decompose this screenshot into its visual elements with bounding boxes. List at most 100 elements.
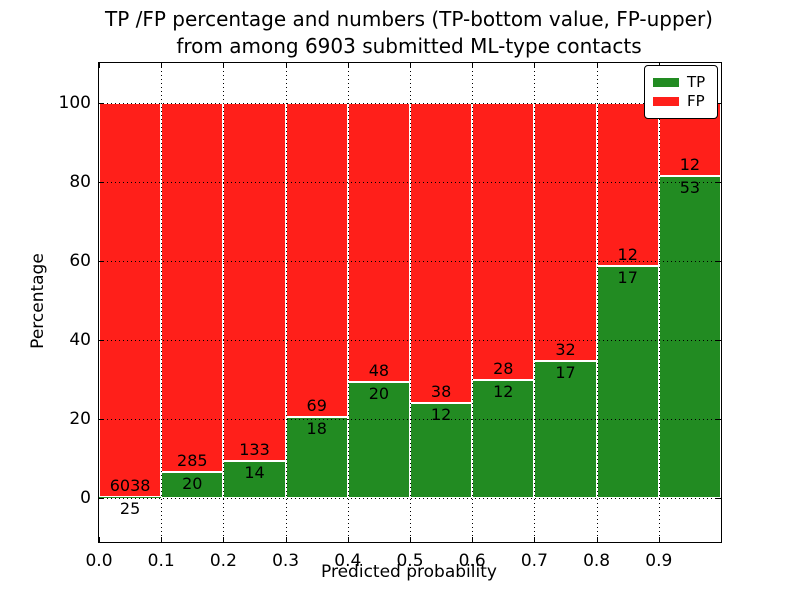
tp-count-label-6: 12: [493, 381, 514, 401]
x-tick-bottom-1: [721, 537, 722, 542]
x-tick-top-0.6: [472, 63, 474, 68]
gridline-x-0.2: [223, 63, 225, 542]
y-tick-left-80: [99, 181, 104, 183]
tp-count-label-8: 17: [617, 268, 638, 288]
x-tick-top-0.8: [596, 63, 598, 68]
tp-count-label-9: 53: [679, 177, 701, 197]
tp-count-label-3: 18: [306, 418, 327, 438]
x-tick-top-0.3: [285, 63, 287, 68]
y-tick-label-100: 100: [58, 92, 91, 113]
chart-title-line2: from among 6903 submitted ML-type contac…: [176, 34, 642, 58]
fp-count-label-0: 6038: [109, 475, 151, 495]
chart-title: TP /FP percentage and numbers (TP-bottom…: [98, 6, 720, 60]
x-tick-top-0: [99, 63, 100, 68]
y-tick-right-40: [716, 340, 721, 342]
gridline-x-0.3: [285, 63, 287, 542]
fp-count-label-9: 12: [679, 154, 701, 174]
fp-count-label-7: 32: [555, 340, 576, 360]
bar-segment-fp-5: [410, 102, 473, 404]
legend-item-tp: TP: [653, 74, 709, 91]
x-tick-top-0.4: [347, 63, 349, 68]
x-tick-bottom-0.4: [347, 537, 349, 542]
fp-count-label-3: 69: [306, 395, 327, 415]
legend-label-fp: FP: [687, 92, 705, 110]
y-tick-left-0: [99, 498, 104, 500]
y-tick-label-0: 0: [80, 488, 91, 509]
x-tick-label-0.2: 0.2: [209, 551, 237, 571]
legend-label-tp: TP: [687, 73, 706, 91]
bar-segment-tp-2: [223, 460, 286, 499]
gridline-x-0.1: [161, 63, 163, 542]
y-tick-right-0: [716, 498, 721, 500]
fp-count-label-8: 12: [617, 245, 638, 265]
y-tick-left-20: [99, 419, 104, 421]
legend-item-fp: FP: [653, 93, 709, 110]
gridline-x-0.4: [347, 63, 349, 542]
bar-segment-tp-3: [285, 416, 348, 499]
x-tick-top-0.2: [223, 63, 225, 68]
bar-segment-tp-9: [658, 175, 721, 499]
tp-count-label-1: 20: [182, 474, 203, 494]
bar-segment-fp-3: [285, 102, 348, 417]
x-tick-label-0.4: 0.4: [334, 551, 362, 571]
x-tick-bottom-0: [99, 537, 100, 542]
chart-title-line1: TP /FP percentage and numbers (TP-bottom…: [105, 7, 713, 31]
gridline-x-0.5: [410, 63, 411, 542]
x-tick-label-0.7: 0.7: [520, 551, 548, 571]
y-tick-label-60: 60: [69, 250, 91, 271]
bar-segment-tp-8: [596, 266, 659, 499]
y-tick-right-60: [716, 260, 721, 262]
x-tick-bottom-0.5: [410, 537, 411, 542]
x-tick-top-0.5: [410, 63, 411, 68]
tp-count-label-5: 12: [430, 405, 452, 425]
fp-count-label-4: 48: [368, 361, 390, 381]
tp-count-label-2: 14: [244, 462, 265, 482]
legend: TP FP: [644, 65, 718, 119]
x-tick-bottom-0.8: [596, 537, 598, 542]
tp-count-label-7: 17: [555, 363, 576, 383]
fp-count-label-5: 38: [430, 382, 452, 402]
y-tick-left-40: [99, 340, 104, 342]
bar-segment-tp-0: [99, 496, 162, 499]
x-tick-label-0.5: 0.5: [396, 551, 424, 571]
bar-segment-fp-1: [161, 102, 224, 473]
plot-area: 6038 25 285 20 133 14 69 18 48 20 38 12 28 12 32 17 12 17…: [59, 62, 722, 571]
x-tick-label-0.0: 0.0: [85, 551, 113, 571]
x-tick-top-0.7: [534, 63, 536, 68]
y-tick-right-20: [716, 419, 721, 421]
y-tick-label-80: 80: [69, 171, 91, 192]
y-tick-left-100: [99, 102, 104, 104]
bar-segment-fp-6: [472, 102, 535, 380]
x-tick-label-0.1: 0.1: [147, 551, 175, 571]
x-tick-top-1: [721, 63, 722, 68]
fp-count-label-6: 28: [493, 358, 514, 378]
gridline-x-0.7: [534, 63, 536, 542]
gridline-x-0.9: [658, 63, 660, 542]
tp-count-label-0: 25: [119, 498, 141, 518]
x-tick-label-0.9: 0.9: [645, 551, 673, 571]
bar-segment-fp-8: [596, 102, 659, 267]
bar-segment-fp-0: [99, 102, 162, 497]
legend-swatch-tp: [653, 78, 679, 87]
x-tick-bottom-0.6: [472, 537, 474, 542]
x-axis-label: Predicted probability: [321, 562, 497, 582]
gridline-x-0.6: [472, 63, 474, 542]
x-tick-bottom-0.3: [285, 537, 287, 542]
x-tick-bottom-0.2: [223, 537, 225, 542]
tp-count-label-4: 20: [368, 384, 390, 404]
y-tick-left-60: [99, 260, 104, 262]
y-tick-label-20: 20: [69, 409, 91, 430]
x-tick-bottom-0.1: [161, 537, 163, 542]
fp-count-label-1: 285: [177, 451, 208, 471]
x-tick-top-0.1: [161, 63, 163, 68]
x-tick-label-0.6: 0.6: [458, 551, 486, 571]
bar-segment-fp-2: [223, 102, 286, 461]
fp-count-label-2: 133: [239, 439, 270, 459]
y-tick-right-100: [716, 102, 721, 104]
x-tick-bottom-0.9: [658, 537, 660, 542]
gridline-x-0.8: [596, 63, 598, 542]
y-tick-right-80: [716, 181, 721, 183]
x-tick-label-0.8: 0.8: [583, 551, 611, 571]
y-tick-label-40: 40: [69, 330, 91, 351]
